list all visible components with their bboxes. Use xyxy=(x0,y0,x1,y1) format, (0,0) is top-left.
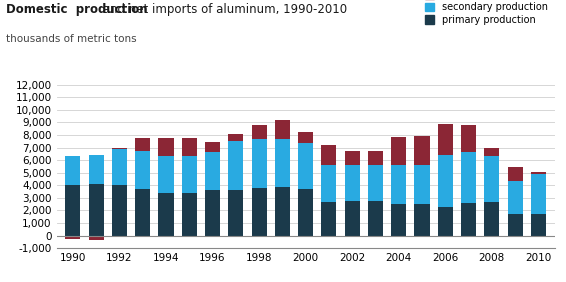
Bar xyxy=(508,181,522,214)
Bar xyxy=(414,165,430,204)
Bar xyxy=(414,204,430,235)
Bar xyxy=(112,148,127,149)
Bar xyxy=(205,142,220,152)
Bar xyxy=(135,151,151,189)
Text: Domestic  production: Domestic production xyxy=(6,3,147,16)
Bar xyxy=(182,193,197,235)
Bar xyxy=(321,165,336,202)
Bar xyxy=(438,124,453,155)
Bar xyxy=(461,125,476,152)
Bar xyxy=(345,151,360,165)
Bar xyxy=(205,190,220,235)
Bar xyxy=(275,139,290,187)
Bar xyxy=(158,193,174,235)
Bar xyxy=(298,132,313,143)
Bar xyxy=(391,137,406,165)
Bar xyxy=(508,167,522,181)
Legend: net imports, secondary production, primary production: net imports, secondary production, prima… xyxy=(423,0,550,27)
Bar xyxy=(205,152,220,190)
Bar xyxy=(508,214,522,235)
Bar xyxy=(275,120,290,139)
Bar xyxy=(531,174,546,214)
Bar xyxy=(321,145,336,165)
Bar xyxy=(438,155,453,207)
Bar xyxy=(391,165,406,204)
Bar xyxy=(345,201,360,235)
Bar xyxy=(275,187,290,235)
Bar xyxy=(112,185,127,235)
Bar xyxy=(182,156,197,193)
Bar xyxy=(438,207,453,235)
Bar xyxy=(158,156,174,193)
Bar xyxy=(531,172,546,174)
Bar xyxy=(298,189,313,235)
Bar xyxy=(228,141,243,190)
Bar xyxy=(65,185,80,235)
Bar xyxy=(89,155,104,184)
Bar xyxy=(391,204,406,235)
Bar xyxy=(368,201,383,235)
Bar xyxy=(321,202,336,235)
Text: thousands of metric tons: thousands of metric tons xyxy=(6,34,136,44)
Bar xyxy=(368,165,383,201)
Bar xyxy=(461,152,476,203)
Bar xyxy=(345,165,360,201)
Bar xyxy=(484,156,499,202)
Bar xyxy=(368,151,383,165)
Bar xyxy=(135,138,151,151)
Bar xyxy=(251,125,267,139)
Bar xyxy=(251,139,267,188)
Bar xyxy=(298,143,313,189)
Bar xyxy=(89,235,104,240)
Bar xyxy=(531,214,546,235)
Bar xyxy=(89,184,104,235)
Bar xyxy=(251,188,267,235)
Bar xyxy=(65,235,80,239)
Bar xyxy=(484,148,499,156)
Text: and net imports of aluminum, 1990-2010: and net imports of aluminum, 1990-2010 xyxy=(99,3,347,16)
Bar xyxy=(461,203,476,235)
Bar xyxy=(228,190,243,235)
Bar xyxy=(182,138,197,156)
Bar xyxy=(484,202,499,235)
Bar xyxy=(414,136,430,165)
Bar xyxy=(112,149,127,185)
Bar xyxy=(228,134,243,141)
Bar xyxy=(158,138,174,156)
Bar xyxy=(135,189,151,235)
Bar xyxy=(65,156,80,185)
